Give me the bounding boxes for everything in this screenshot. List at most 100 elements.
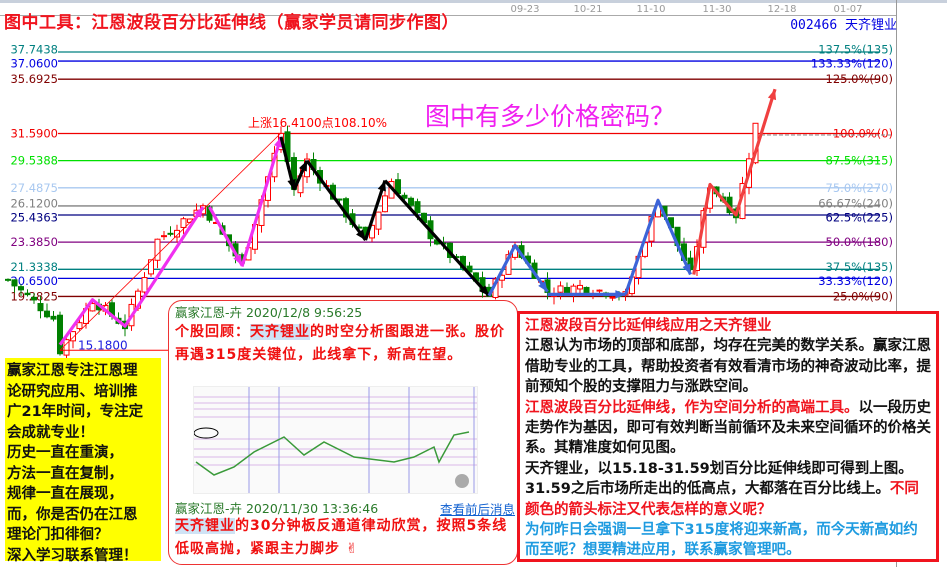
candle-body	[44, 310, 50, 318]
promo-line: 会成就专业！	[7, 424, 94, 441]
message-prefix: 个股回顾：	[175, 324, 250, 340]
arrow-head-icon	[767, 89, 777, 101]
level-price-label: 25.4363	[10, 210, 58, 224]
candle-body	[687, 257, 694, 271]
level-price-label: 37.7438	[10, 43, 58, 57]
chat-panel: 赢家江恩-卉 2020/12/8 9:56:25 个股回顾：天齐锂业的时空分析图…	[168, 300, 518, 565]
promo-line: 广21年时间，专注定	[7, 404, 144, 420]
candle-body	[414, 201, 421, 214]
message-body: 的时空分析图跟进一张。股价再遇315度关键位，此线拿下，新高在望。	[175, 324, 505, 363]
explanation-heading: 江恩波段百分比延伸线应用之天齐锂业	[525, 318, 772, 334]
view-more-messages-link[interactable]: 查看前后消息	[439, 502, 515, 517]
candle-body	[24, 292, 31, 296]
candle-body	[401, 194, 408, 199]
candle-body	[564, 286, 570, 295]
candle-body	[174, 229, 180, 238]
candle-body	[18, 286, 24, 291]
arrow-head-icon	[233, 254, 242, 266]
trend-arrow	[305, 159, 367, 242]
thumb-price-line	[195, 431, 470, 476]
level-price-label: 20.6500	[10, 274, 58, 288]
promo-line: 而，你是否仍在江恩	[7, 506, 138, 523]
level-price-label: 35.6925	[10, 72, 58, 86]
arrow-head-icon	[356, 229, 366, 241]
trend-arrow	[623, 198, 692, 295]
message-body: 的30分钟板反通道律动欣赏，按照5条线低吸高抛，紧跟主力脚步 ✌	[175, 518, 508, 557]
level-percent-label: 25.0%(90)	[833, 289, 893, 303]
arrow-head-icon	[615, 290, 626, 299]
candle-body	[89, 303, 96, 312]
promo-line: 理论门扣徘徊？	[7, 527, 109, 543]
candle-body	[609, 296, 616, 299]
x-tick-label: 01-07	[833, 4, 862, 15]
stock-link[interactable]: 天齐锂业	[175, 518, 235, 534]
candle-body	[57, 314, 63, 355]
explanation-box: 江恩波段百分比延伸线应用之天齐锂业 江恩认为市场的顶部和底部，均存在完美的数学关…	[517, 311, 939, 562]
stock-code-name: 002466 天齐锂业	[790, 18, 897, 33]
promo-line: 方法一直在复制，	[7, 465, 123, 482]
candle-body	[141, 277, 148, 293]
trend-arrow	[208, 206, 244, 267]
paragraph-text: 以一段历史走势作为基因，即可有效判断当前循环及未来空间循环的价格关系。其精准度如…	[525, 399, 931, 457]
stock-link[interactable]: 天齐锂业	[250, 324, 310, 340]
chart-thumbnail-image[interactable]	[193, 386, 478, 494]
candle-body	[31, 296, 37, 301]
arrow-head-icon	[193, 207, 203, 218]
x-tick-label: 11-10	[636, 4, 665, 15]
level-price-label: 21.3338	[10, 260, 58, 274]
promo-line: 规律一直在展现，	[7, 486, 123, 502]
level-price-label: 31.5900	[10, 127, 58, 141]
candle-body	[76, 322, 83, 330]
promo-box: 赢家江恩专注江恩理 论研究应用、培训推 广21年时间，专注定 会成就专业！ 历史…	[5, 358, 161, 564]
level-price-label: 37.0600	[10, 57, 58, 71]
level-price-label: 23.3850	[10, 235, 58, 249]
level-percent-label: 137.5%(135)	[818, 43, 893, 57]
x-tick-label: 09-23	[510, 4, 539, 15]
top-bar	[0, 0, 947, 3]
zoom-icon	[455, 474, 469, 488]
x-tick-label: 10-21	[573, 4, 602, 15]
candle-body	[583, 286, 590, 294]
candle-body	[50, 315, 57, 320]
candle-body	[180, 218, 187, 228]
paragraph-text: 天齐锂业，以15.18-31.59划百分比延伸线即可得到上图。31.59之后市场…	[525, 460, 913, 498]
candle-body	[577, 284, 583, 290]
message-text: 个股回顾：天齐锂业的时空分析图跟进一张。股价再遇315度关键位，此线拿下，新高在…	[175, 321, 511, 367]
low-price-label: 15.1800	[78, 338, 128, 352]
arrow-head-icon	[682, 263, 691, 275]
level-percent-label: 87.5%(315)	[826, 154, 893, 168]
message-meta: 赢家江恩-卉 2020/12/8 9:56:25	[175, 305, 363, 320]
candle-body	[557, 285, 564, 293]
arrow-head-icon	[538, 280, 548, 292]
level-percent-label: 100.0%(0)	[833, 127, 893, 141]
explanation-paragraph: 为何昨日会强调一旦拿下315度将迎来新高，而今天新高如约而至呢？想要精进应用，联…	[525, 522, 918, 559]
candle-body	[70, 331, 76, 342]
explanation-paragraph: 天齐锂业，以15.18-31.59划百分比延伸线即可得到上图。31.59之后市场…	[525, 459, 931, 520]
trend-arrow	[240, 136, 283, 268]
candle-body	[596, 289, 603, 292]
x-tick-label: 11-30	[702, 4, 731, 15]
message-meta: 赢家江恩-卉 2020/11/30 13:36:46	[175, 501, 379, 516]
level-percent-label: 125.0%(90)	[826, 72, 893, 86]
candle-body	[161, 235, 167, 238]
arrow-head-icon	[479, 285, 489, 296]
candle-body	[408, 197, 414, 206]
highlight-text: 不同颜色的箭头标注又代表怎样的意义呢？	[525, 481, 919, 518]
candle-body	[154, 238, 161, 261]
arrow-head-icon	[298, 160, 307, 172]
candle-body	[148, 259, 154, 275]
level-price-label: 26.1200	[10, 196, 58, 210]
question-annotation: 图中有多少价格密码？	[425, 102, 676, 131]
candle-body	[167, 232, 174, 235]
range-diagonal-line	[59, 132, 282, 351]
chart-title: 图中工具：江恩波段百分比延伸线（赢家学员请同步作图）	[4, 13, 459, 33]
level-percent-label: 66.67%(240)	[818, 196, 893, 210]
trend-arrow	[487, 243, 549, 297]
promo-line: 深入学习联系管理！	[7, 547, 138, 564]
level-price-label: 29.5388	[10, 154, 58, 168]
trend-arrow	[383, 179, 491, 297]
arrow-head-icon	[377, 180, 386, 192]
candle-body	[5, 278, 11, 281]
message-text: 天齐锂业的30分钟板反通道律动欣赏，按照5条线低吸高抛，紧跟主力脚步 ✌	[175, 515, 515, 561]
